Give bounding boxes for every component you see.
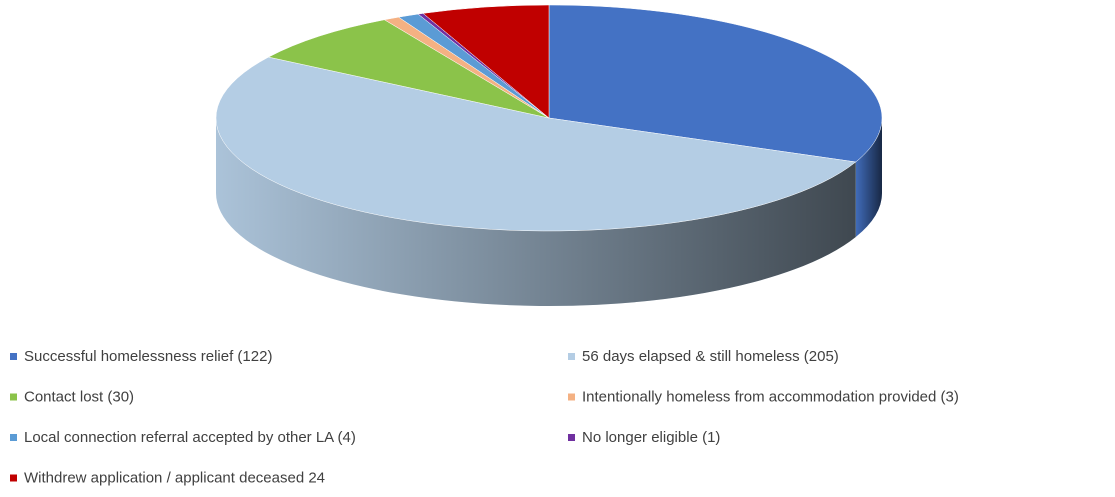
legend-swatch	[10, 353, 17, 360]
legend: Successful homelessness relief (122) 56 d…	[10, 348, 959, 486]
legend-swatch	[568, 393, 575, 401]
legend-swatch	[10, 474, 17, 482]
side-shade	[216, 118, 856, 307]
pie-tops	[215, 4, 883, 232]
pie-slice	[548, 4, 883, 163]
pie-slice	[422, 4, 550, 119]
legend-label: Intentionally homeless from accommodatio…	[582, 388, 959, 405]
legend-swatch	[10, 393, 17, 401]
legend-label: 56 days elapsed & still homeless (205)	[582, 348, 839, 365]
pie-slice	[267, 19, 550, 119]
legend-label: Withdrew application / applicant decease…	[24, 469, 325, 486]
legend-label: Successful homelessness relief (122)	[24, 348, 272, 365]
legend-swatch	[568, 353, 575, 360]
legend-label: Local connection referral accepted by ot…	[24, 429, 356, 446]
legend-swatch	[10, 434, 17, 441]
side-shade	[855, 118, 882, 237]
pie-sides	[216, 118, 882, 307]
legend-label: No longer eligible (1)	[582, 429, 720, 446]
legend-swatch	[568, 434, 575, 441]
legend-label: Contact lost (30)	[24, 388, 134, 405]
pie-slice	[215, 56, 857, 232]
